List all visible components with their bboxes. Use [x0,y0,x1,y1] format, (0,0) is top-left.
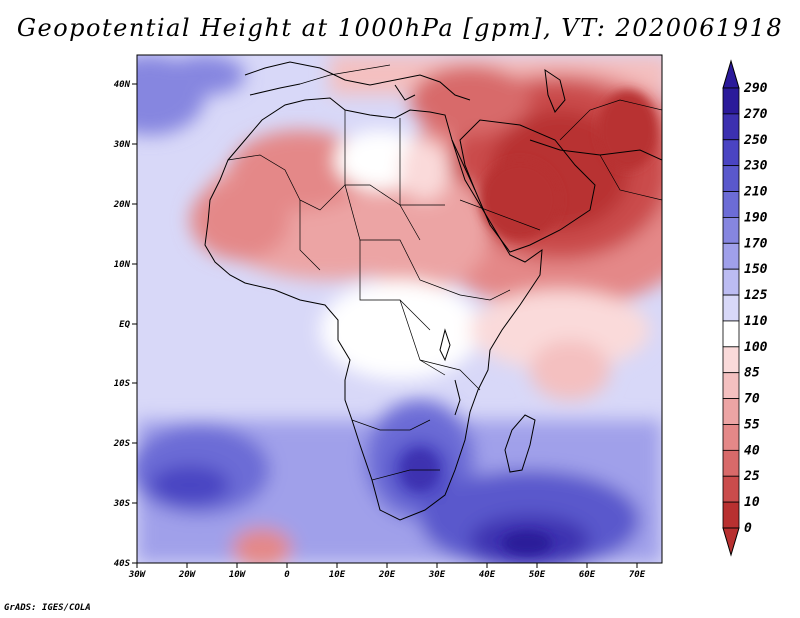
colorbar-top-arrow [722,59,740,89]
colorbar-label: 150 [744,262,768,277]
x-tick-label: 60E [579,570,596,580]
colorbar-label: 85 [744,366,760,381]
colorbar-swatch [722,87,740,115]
colorbar-label: 0 [744,521,752,536]
colorbar-label: 210 [743,185,768,200]
x-tick-label: 30E [428,570,446,580]
colorbar-swatch [722,139,740,167]
x-tick-label: 20E [378,570,396,580]
y-tick-label: 30S [113,499,131,509]
colorbar-swatch [722,372,740,399]
colorbar-swatch [722,294,740,322]
x-tick-label: 10W [229,570,247,580]
colorbar-label: 70 [744,392,760,407]
country-borders [227,64,662,481]
colorbar-swatch [722,398,740,425]
colorbar-label: 270 [743,107,768,122]
colorbar-label: 170 [744,236,768,251]
x-tick-label: 0 [284,570,290,580]
colorbar-label: 10 [744,495,760,510]
colorbar-label: 230 [743,159,768,174]
colorbar-label: 25 [743,469,760,484]
colorbar-swatch [722,320,740,348]
colorbar-bottom-arrow [722,527,740,557]
colorbar-label: 125 [744,288,768,303]
y-axis: 40N 30N 20N 10N EQ 10S 20S 30S 40S [113,80,137,569]
colorbar-swatch [722,242,740,270]
colorbar-swatch [722,268,740,296]
y-tick-label: 20S [113,439,131,449]
x-tick-label: 20W [178,570,197,580]
colorbar-swatch [722,346,740,374]
colorbar-swatch [722,424,740,451]
geopotential-field [137,55,662,563]
colorbar-label: 100 [744,340,768,355]
x-tick-label: 50E [529,570,546,580]
colorbar-label: 40 [744,443,760,458]
colorbar-swatch [722,501,740,529]
y-tick-label: EQ [119,320,130,330]
colorbar-swatch [722,475,740,503]
y-tick-label: 30N [113,140,131,150]
colorbar-swatch [722,113,740,141]
x-tick-label: 10E [329,570,346,580]
colorbar-label: 55 [744,417,760,432]
map-title: Geopotential Height at 1000hPa [gpm], VT… [16,14,784,42]
colorbar-label: 190 [744,210,768,225]
y-tick-label: 20N [113,200,131,210]
colorbar-swatch [722,165,740,192]
x-tick-label: 70E [629,570,646,580]
x-tick-label: 30W [128,570,147,580]
colorbar-label: 250 [743,133,768,148]
y-tick-label: 40N [114,80,131,90]
y-tick-label: 10S [114,379,131,389]
grads-credit: GrADS: IGES/COLA [4,603,91,613]
colorbar: 2902702502302101901701501251101008570554… [722,59,768,557]
y-tick-label: 40S [114,559,131,569]
colorbar-swatch [722,191,740,218]
colorbar-swatch [722,217,740,244]
colorbar-label: 290 [743,81,768,96]
x-axis: 30W 20W 10W 0 10E 20E 30E 40E 50E 60E 70… [128,563,646,580]
colorbar-label: 110 [744,314,768,329]
colorbar-swatch [722,449,740,477]
map-frame [136,54,663,564]
x-tick-label: 40E [479,570,496,580]
y-tick-label: 10N [114,260,131,270]
